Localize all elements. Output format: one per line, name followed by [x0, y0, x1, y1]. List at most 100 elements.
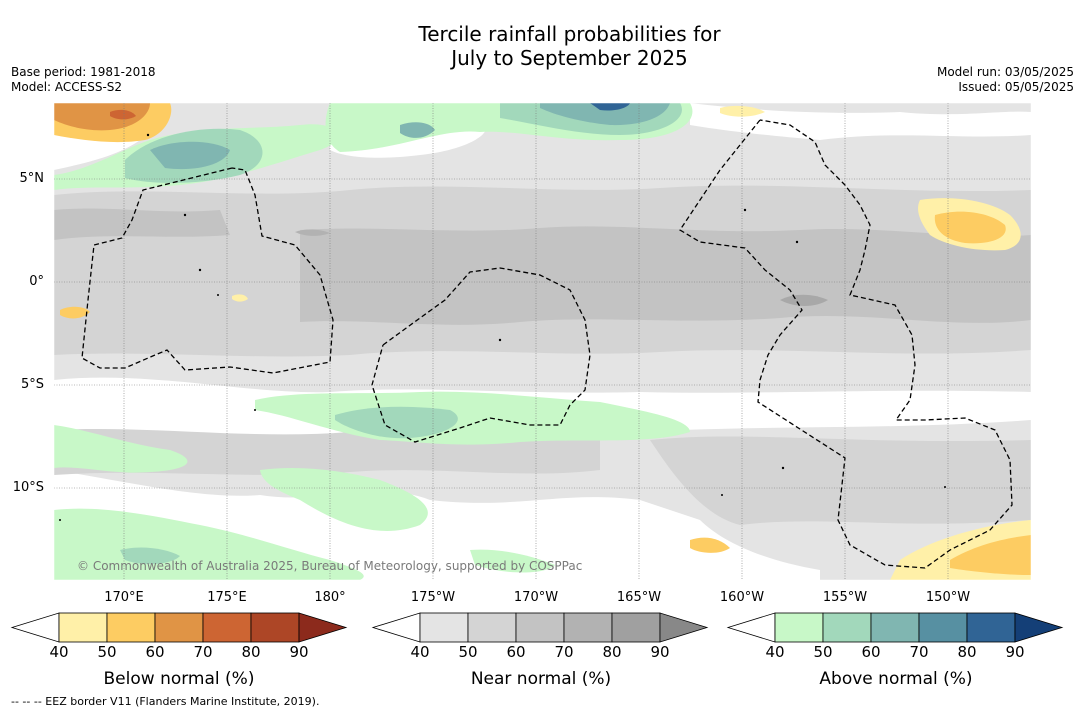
above-normal-40-southwest-corner — [54, 508, 364, 580]
colorbar-cell-below-40 — [10, 612, 60, 643]
colorbar-tick-label: 80 — [957, 643, 977, 661]
colorbar-tick-label: 80 — [241, 643, 261, 661]
eez-tuvalu-kiribati-west — [81, 167, 334, 374]
graticule — [54, 103, 1031, 580]
lat-label-0: 0° — [29, 274, 44, 289]
colorbar-tick-label: 60 — [506, 643, 526, 661]
colorbar-cell — [154, 612, 204, 643]
lon-label-165w: 165°W — [616, 590, 662, 605]
colorbar-tick-label: 90 — [650, 643, 670, 661]
lat-label-5s: 5°S — [20, 377, 44, 392]
above-normal-50-southwest-corner — [120, 547, 180, 565]
base-period: Base period: 1981-2018 — [11, 65, 156, 79]
colorbar-cell — [250, 612, 300, 643]
lon-label-175w: 175°W — [410, 590, 456, 605]
above-normal-40-bottom — [470, 549, 555, 573]
colorbar-tick-label: 70 — [909, 643, 929, 661]
above-normal-60-small-north — [400, 122, 435, 138]
colorbar-title-below-normal: Below normal (%) — [103, 669, 255, 689]
above-normal-40-southwest — [54, 425, 188, 473]
colorbar-cell-above-90 — [659, 612, 709, 643]
lat-label-5n: 5°N — [19, 171, 45, 186]
lat-label-10s: 10°S — [12, 480, 44, 495]
above-normal-40-southcentral — [260, 468, 428, 531]
model-name: Model: ACCESS-S2 — [11, 80, 123, 94]
colorbar-tick-label: 60 — [145, 643, 165, 661]
colorbar-tick-label: 90 — [289, 643, 309, 661]
colorbar-tick-label: 50 — [813, 643, 833, 661]
below-normal-50-small-west — [60, 306, 90, 319]
colorbar-tick-label: 70 — [193, 643, 213, 661]
colorbar-tick-label: 50 — [97, 643, 117, 661]
colorbar-cell-above-90 — [1014, 612, 1064, 643]
eez-line-islands — [679, 119, 1013, 569]
colorbar-cell — [58, 612, 108, 643]
lon-label-160w: 160°W — [719, 590, 765, 605]
colorbar-tick-label: 70 — [554, 643, 574, 661]
colorbar-cell-below-40 — [371, 612, 421, 643]
above-normal-50-south — [335, 406, 458, 439]
meta-left: Base period: 1981-2018 Model: ACCESS-S2 — [11, 65, 156, 95]
below-normal-60-northwest — [54, 103, 150, 131]
eez-footnote: -- -- -- EEZ border V11 (Flanders Marine… — [11, 695, 320, 708]
colorbar-near-normal — [371, 612, 709, 643]
model-run: Model run: 03/05/2025 — [936, 65, 1074, 79]
below-normal-70-northwest — [110, 109, 136, 120]
title-line-1: Tercile rainfall probabilities for — [418, 22, 721, 46]
map-frame — [53, 102, 1032, 581]
below-normal-40-small-north — [720, 105, 765, 117]
colorbar-cell — [106, 612, 156, 643]
near-normal-60-west — [54, 208, 230, 240]
colorbar-below-normal — [10, 612, 348, 643]
near-normal-70-small — [295, 229, 330, 236]
colorbar-cell — [611, 612, 661, 643]
lon-label-170e: 170°E — [104, 590, 144, 605]
lon-label-180: 180° — [314, 590, 346, 605]
colorbar-cell — [467, 612, 517, 643]
colorbar-tick-label: 40 — [410, 643, 430, 661]
colorbar-tick-label: 90 — [1005, 643, 1025, 661]
above-normal-60-northwest — [150, 141, 230, 170]
islands — [59, 133, 946, 521]
near-normal-60-band — [300, 226, 1031, 325]
lon-label-150w: 150°W — [925, 590, 971, 605]
eez-borders — [81, 119, 1013, 569]
colorbar-tick-label: 40 — [765, 643, 785, 661]
colorbar-cell — [870, 612, 920, 643]
colorbar-title-near-normal: Near normal (%) — [470, 669, 612, 689]
near-normal-70-patch — [780, 294, 828, 306]
lon-label-170w: 170°W — [513, 590, 559, 605]
near-normal-50-southeast — [650, 436, 1031, 525]
colorbar-cell — [966, 612, 1016, 643]
colorbar-tick-label: 80 — [602, 643, 622, 661]
colorbar-cell — [515, 612, 565, 643]
eez-phoenix-islands — [371, 267, 591, 443]
map-title: Tercile rainfall probabilities for July … — [0, 22, 1085, 70]
colorbar-tick-label: 60 — [861, 643, 881, 661]
colorbar-cell — [774, 612, 824, 643]
colorbar-cell-above-90 — [298, 612, 348, 643]
white-band-northeast — [690, 103, 1031, 140]
colorbar-tick-label: 50 — [458, 643, 478, 661]
issued-date: Issued: 05/05/2025 — [958, 80, 1074, 94]
below-normal-50-southeast — [950, 535, 1031, 575]
below-normal-40-tiny — [232, 294, 248, 302]
colorbar-title-above-normal: Above normal (%) — [819, 669, 973, 689]
colorbar-cell — [419, 612, 469, 643]
above-normal-60-north — [540, 103, 670, 126]
colorbar-cell-below-40 — [726, 612, 776, 643]
lon-label-175e: 175°E — [207, 590, 247, 605]
colorbar-cell — [202, 612, 252, 643]
map-area — [54, 103, 1031, 580]
colorbar-tick-label: 40 — [49, 643, 69, 661]
copyright-watermark: © Commonwealth of Australia 2025, Bureau… — [77, 559, 583, 573]
title-line-2: July to September 2025 — [451, 46, 688, 70]
above-normal-80-north — [590, 103, 630, 111]
colorbar-above-normal — [726, 612, 1064, 643]
colorbar-cell — [822, 612, 872, 643]
colorbars — [10, 612, 1064, 643]
colorbar-cell — [918, 612, 968, 643]
below-normal-50-east — [934, 211, 1006, 244]
below-normal-50-small-south — [690, 537, 730, 553]
